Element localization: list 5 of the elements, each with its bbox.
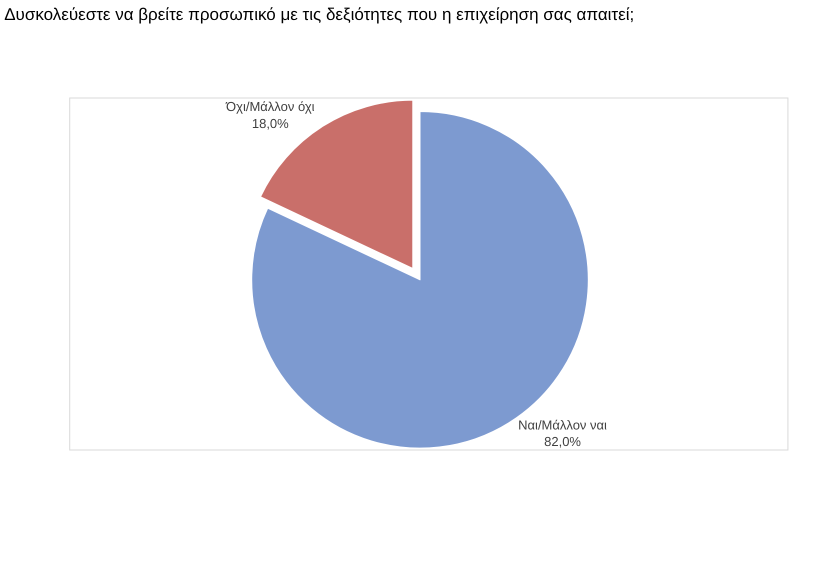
data-label: 18,0% [252,116,290,131]
slice-label: Όχι/Μάλλον όχι [225,99,315,114]
data-label: 82,0% [544,434,582,450]
chart-title: Δυσκολεύεστε να βρείτε προσωπικό με τις δεξιότητες που η επιχείρηση σας απαιτεί; [4,4,634,24]
slice-label: Ναι/Μάλλον ναι [518,417,608,432]
